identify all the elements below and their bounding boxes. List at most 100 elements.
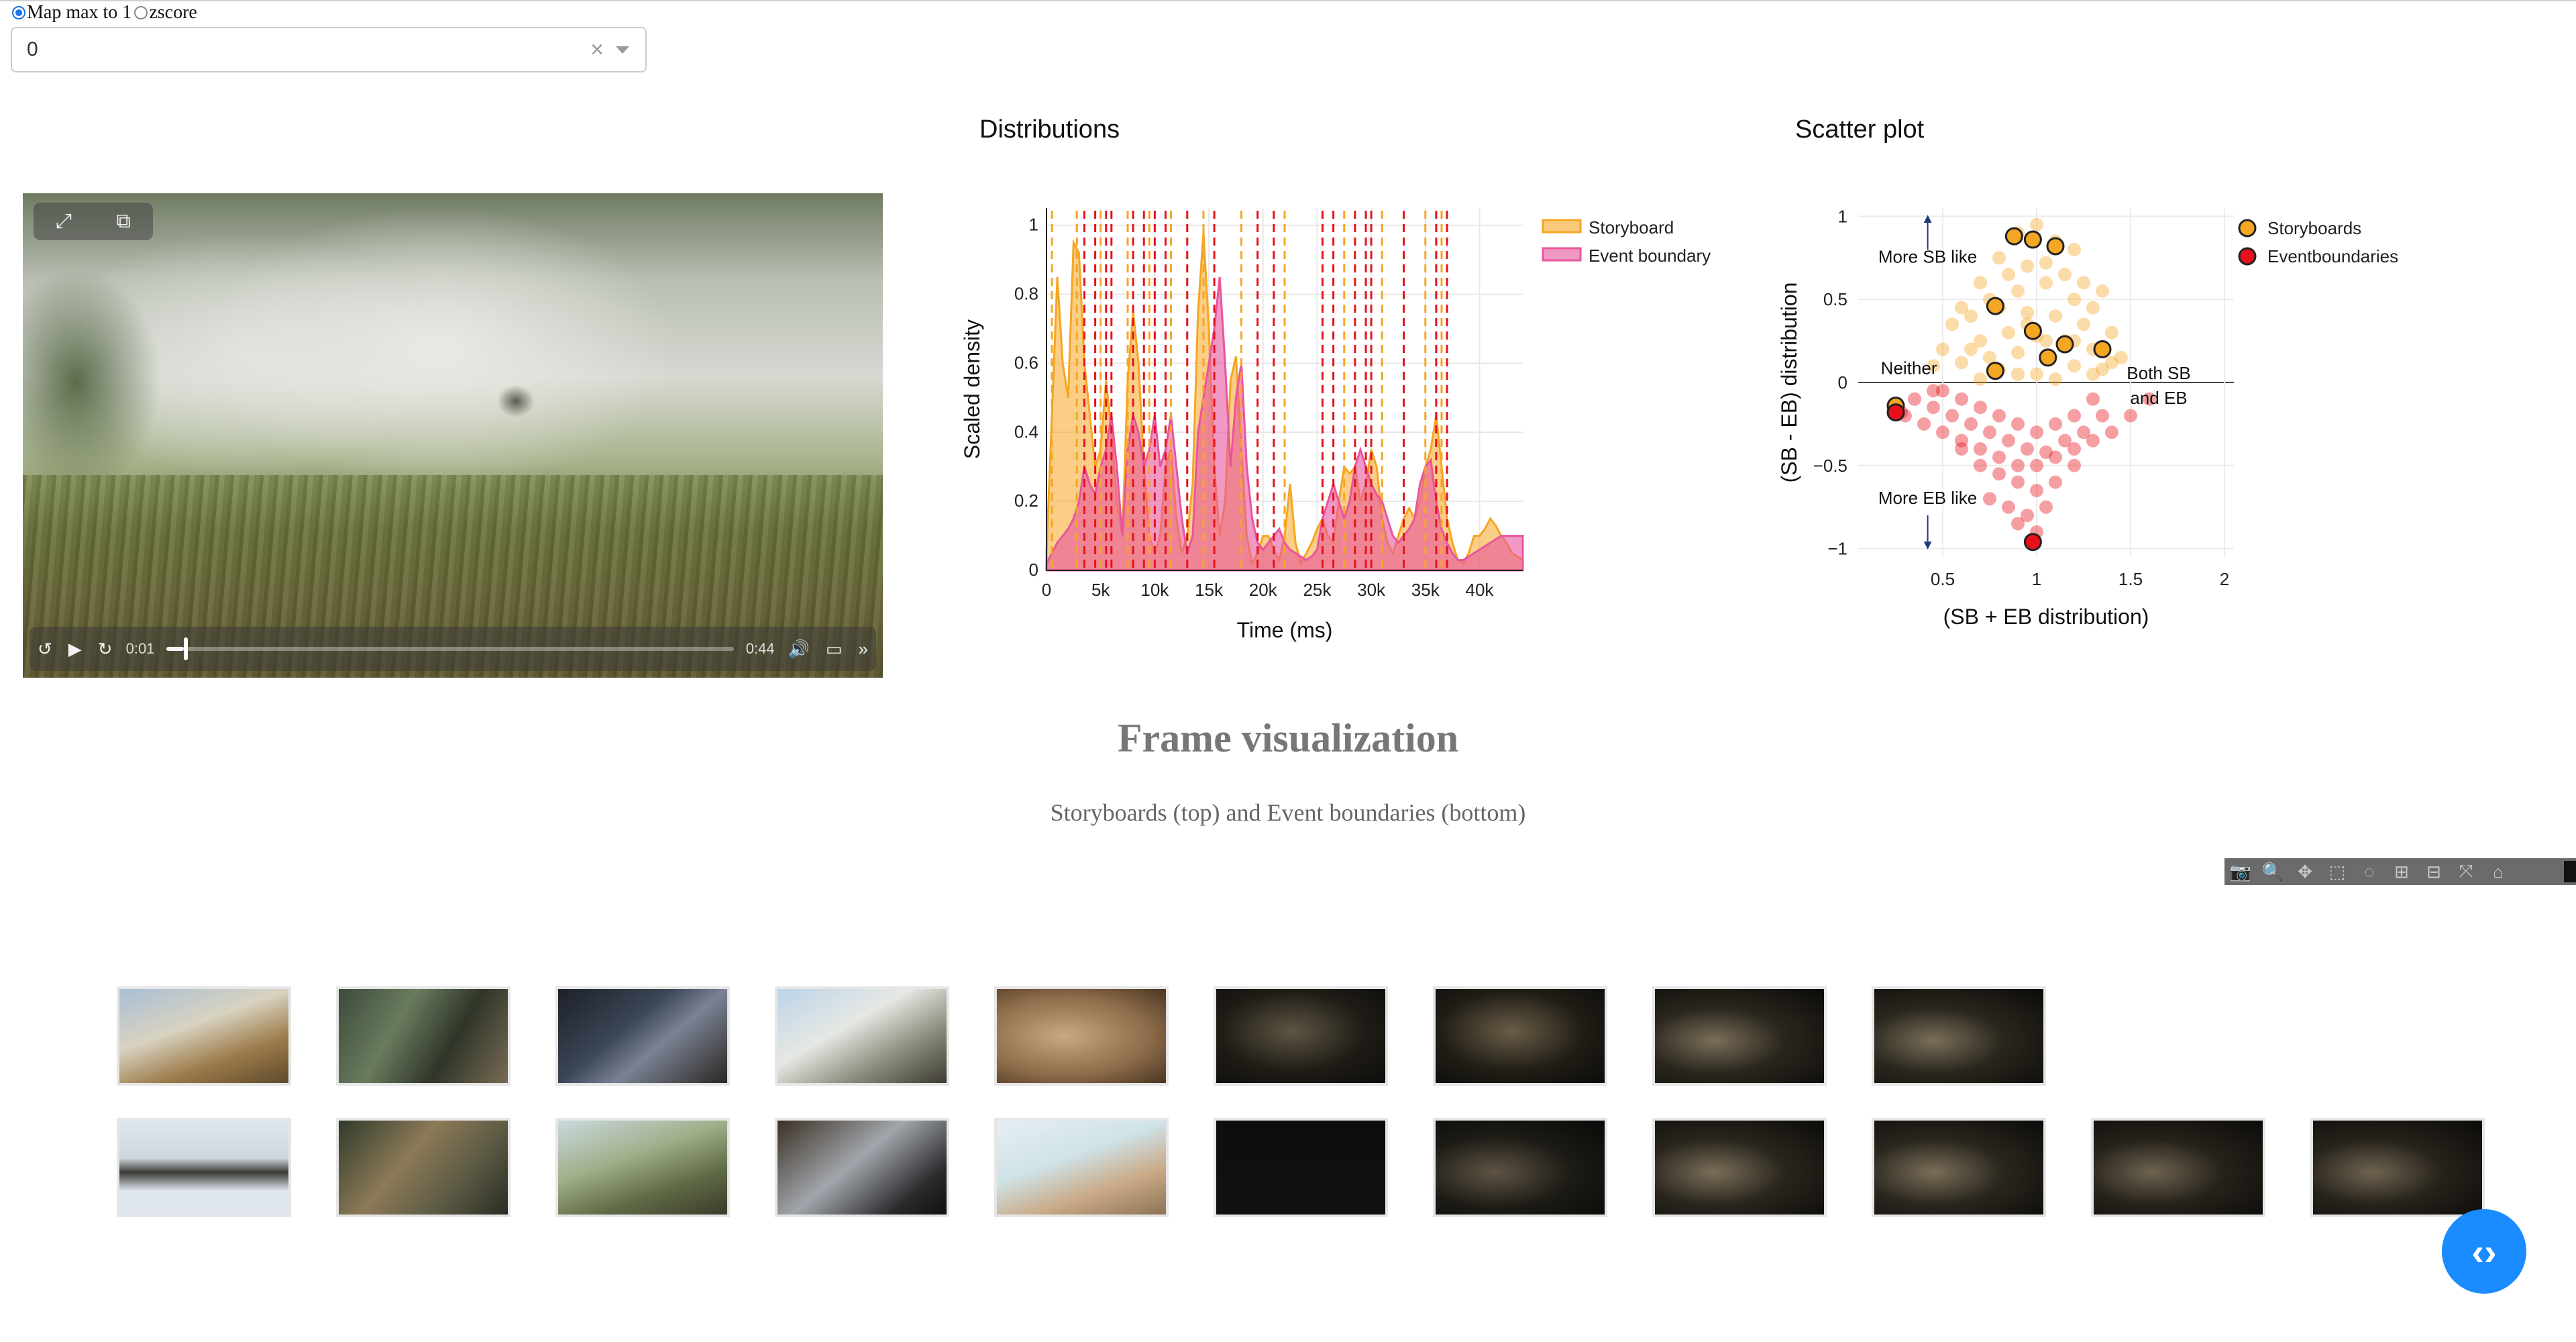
scatter-point[interactable]	[1974, 401, 1987, 415]
storyboard-thumbnail[interactable]	[1652, 986, 1827, 1086]
scatter-point[interactable]	[2030, 217, 2043, 231]
legend-label[interactable]: Storyboards	[2267, 218, 2361, 238]
scatter-point[interactable]	[2058, 433, 2072, 448]
scatter-point[interactable]	[2039, 256, 2053, 270]
scatter-point[interactable]	[2039, 276, 2053, 290]
scatter-point[interactable]	[1964, 417, 1978, 431]
scatter-point[interactable]	[1974, 276, 1987, 290]
scatter-point[interactable]	[2021, 306, 2034, 319]
scatter-point[interactable]	[2011, 346, 2025, 360]
scatter-point[interactable]	[2049, 417, 2062, 431]
scatter-point[interactable]	[1992, 251, 2006, 265]
scatter-point[interactable]	[2068, 293, 2081, 307]
fullscreen-icon[interactable]: ⤢	[56, 210, 72, 232]
scatter-point[interactable]	[2002, 500, 2015, 514]
scatter-point[interactable]	[1974, 334, 1987, 348]
scatter-point[interactable]	[2030, 483, 2043, 497]
plotly-logo[interactable]	[2564, 861, 2576, 882]
home-icon[interactable]: ⌂	[2493, 861, 2504, 882]
highlighted-point[interactable]	[2023, 321, 2042, 340]
rewind-15-icon[interactable]: ↺	[38, 638, 52, 659]
scatter-point[interactable]	[1908, 392, 1921, 406]
scatter-point[interactable]	[1983, 350, 1996, 364]
forward-15-icon[interactable]: ↻	[97, 638, 113, 659]
scatter-point[interactable]	[2030, 425, 2043, 440]
scatter-point[interactable]	[1936, 384, 1949, 398]
more-icon[interactable]: »	[858, 638, 868, 659]
scatter-point[interactable]	[1955, 301, 1968, 315]
scatter-point[interactable]	[1927, 384, 1940, 398]
scatter-point[interactable]	[2039, 334, 2053, 348]
scatter-point[interactable]	[2021, 442, 2034, 456]
legend-swatch[interactable]	[1542, 247, 1582, 262]
highlighted-point[interactable]	[2046, 237, 2065, 256]
scatter-point[interactable]	[2011, 417, 2025, 431]
box-select-icon[interactable]: ⬚	[2328, 861, 2346, 882]
radio-zscore[interactable]	[134, 6, 148, 19]
storyboard-thumbnail[interactable]	[336, 986, 511, 1086]
storyboard-thumbnail[interactable]	[1872, 986, 2046, 1086]
scatter-point[interactable]	[1927, 401, 1940, 415]
distributions-chart[interactable]: 0 0.2 0.4 0.6 0.8 1 0 5k 10k 15k 20k 25k 30k 35k 40k Ti…	[939, 188, 1744, 658]
volume-icon[interactable]: 🔊	[788, 638, 810, 659]
highlighted-point[interactable]	[2023, 533, 2042, 552]
video-seek-bar[interactable]	[166, 637, 734, 660]
event-boundary-thumbnail[interactable]	[1433, 1118, 1607, 1217]
legend-label[interactable]: Eventboundaries	[2267, 246, 2398, 266]
storyboard-thumbnail[interactable]	[1433, 986, 1607, 1086]
airplay-icon[interactable]: ▭	[825, 638, 843, 659]
scatter-point[interactable]	[1992, 450, 2006, 464]
event-boundary-thumbnail[interactable]	[1872, 1118, 2046, 1217]
scatter-chart[interactable]: −1 −0.5 0 0.5 1 0.5 1 1.5 2 ▲ ▼ More SB like Neither…	[1758, 188, 2428, 658]
video-player[interactable]: ⤢ ⧉ ↺ ▶ ↻ 0:01 0:44 🔊 ▭ »	[23, 193, 883, 678]
highlighted-point[interactable]	[2055, 335, 2074, 354]
scatter-point[interactable]	[2077, 317, 2090, 331]
event-boundary-thumbnail[interactable]	[117, 1118, 291, 1217]
scatter-point[interactable]	[1945, 409, 1959, 423]
scatter-point[interactable]	[2086, 433, 2100, 448]
scatter-point[interactable]	[1927, 359, 1940, 373]
legend-label[interactable]: Event boundary	[1589, 246, 1711, 266]
highlighted-point[interactable]	[2093, 340, 2112, 358]
event-boundary-thumbnail[interactable]	[555, 1118, 730, 1217]
radio-map-max[interactable]	[12, 6, 25, 19]
scatter-point[interactable]	[2086, 367, 2100, 381]
scatter-point[interactable]	[2068, 409, 2081, 423]
autoscale-icon[interactable]: ⤧	[2459, 861, 2473, 881]
zoom-out-icon[interactable]: ⊟	[2426, 861, 2441, 882]
radio-map-max-label[interactable]: Map max to 1	[27, 2, 132, 23]
scatter-point[interactable]	[2039, 446, 2053, 459]
scatter-point[interactable]	[2068, 242, 2081, 256]
zoom-in-icon[interactable]: ⊞	[2394, 861, 2409, 882]
pan-icon[interactable]: ✥	[2298, 861, 2312, 882]
scatter-point[interactable]	[2096, 284, 2109, 298]
scatter-point[interactable]	[2114, 350, 2128, 364]
scatter-point[interactable]	[2068, 442, 2081, 456]
scatter-point[interactable]	[1917, 417, 1931, 431]
legend-marker[interactable]	[2238, 247, 2257, 266]
scatter-point[interactable]	[2049, 450, 2062, 464]
scatter-point[interactable]	[1992, 467, 2006, 481]
scatter-point[interactable]	[2002, 268, 2015, 282]
scatter-point[interactable]	[2105, 356, 2118, 370]
scatter-point[interactable]	[2105, 325, 2118, 340]
storyboard-thumbnail[interactable]	[117, 986, 291, 1086]
scatter-point[interactable]	[2011, 458, 2025, 472]
chevron-down-icon[interactable]	[616, 46, 629, 54]
highlighted-point[interactable]	[2004, 227, 2023, 246]
scatter-point[interactable]	[2086, 301, 2100, 315]
scatter-point[interactable]	[1936, 342, 1949, 356]
scatter-point[interactable]	[2049, 372, 2062, 386]
scatter-point[interactable]	[2096, 362, 2109, 376]
scatter-point[interactable]	[2011, 284, 2025, 298]
scatter-point[interactable]	[1955, 433, 1968, 448]
event-boundary-thumbnail[interactable]	[1652, 1118, 1827, 1217]
highlighted-point[interactable]	[1986, 362, 2004, 380]
scatter-point[interactable]	[2039, 500, 2053, 514]
highlighted-point[interactable]	[1986, 297, 2004, 315]
close-icon[interactable]: ×	[590, 36, 604, 62]
scatter-point[interactable]	[2011, 367, 2025, 381]
legend-marker[interactable]	[2238, 219, 2257, 238]
scatter-point[interactable]	[1974, 442, 1987, 456]
scatter-point[interactable]	[2002, 325, 2015, 340]
